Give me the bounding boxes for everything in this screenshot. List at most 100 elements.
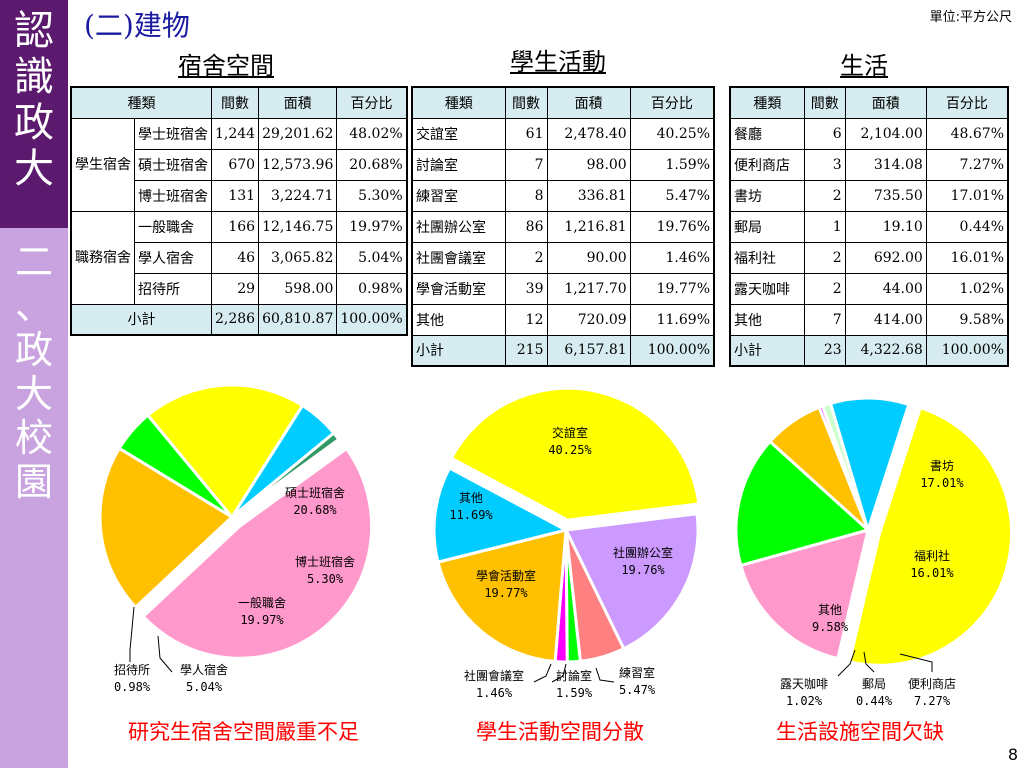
sidebar-char: 大: [14, 372, 53, 416]
cell: 學士班宿舍: [134, 117, 212, 150]
table-row: 餐廳 6 2,104.00 48.67%: [729, 117, 1009, 150]
pie-slice: [449, 386, 701, 522]
slice-label: 交誼室: [552, 425, 588, 440]
cell: 小計: [70, 303, 212, 336]
life-title: 生活: [840, 52, 888, 80]
leader-line: [863, 651, 875, 673]
cell: 2,286: [210, 303, 260, 336]
slice-value: 0.98%: [114, 680, 151, 694]
cell: 1.46%: [629, 241, 715, 274]
sidebar-char: 識: [14, 54, 54, 100]
table-row: 便利商店 3 314.08 7.27%: [729, 148, 1009, 181]
dorm-conclusion: 研究生宿舍空間嚴重不足: [128, 720, 359, 744]
cell: 9.58%: [925, 303, 1009, 336]
col-header: 百分比: [925, 86, 1009, 119]
leader-line: [157, 635, 173, 673]
cell: 29,201.62: [258, 117, 338, 150]
cell: 19.76%: [629, 210, 715, 243]
col-header: 間數: [803, 86, 846, 119]
cell: 4,322.68: [844, 334, 927, 367]
slice-value: 16.01%: [910, 566, 954, 580]
col-header: 種類: [411, 86, 506, 119]
col-header: 百分比: [336, 86, 408, 119]
slice-label: 露天咖啡: [780, 676, 828, 691]
slice-label: 其他: [818, 603, 842, 617]
sidebar-bottom-panel: [0, 228, 68, 768]
sidebar-title: 認 識 政 大: [0, 8, 68, 192]
cell: 7: [803, 303, 846, 336]
pie-slice: [432, 466, 571, 564]
cell: 20.68%: [336, 148, 408, 181]
pie-slice: [231, 430, 341, 519]
cell: 2,104.00: [844, 117, 927, 150]
table-row: 其他 12 720.09 11.69%: [411, 303, 715, 336]
cell: 1.02%: [925, 272, 1009, 305]
sidebar-char: 園: [14, 460, 53, 504]
slice-value: 40.25%: [548, 443, 592, 457]
cell: 郵局: [729, 210, 805, 243]
cell: 48.02%: [336, 117, 408, 150]
slice-label: 碩士班宿舍: [285, 485, 345, 500]
sidebar-char: 政: [14, 100, 54, 146]
leader-line: [533, 663, 552, 683]
slice-value: 5.30%: [307, 572, 344, 586]
cell: 598.00: [258, 272, 338, 305]
col-header: 面積: [546, 86, 631, 119]
slice-label: 社團辦公室: [613, 545, 673, 560]
col-header: 種類: [729, 86, 805, 119]
pie-slice: [738, 527, 871, 661]
slice-label: 書坊: [930, 458, 954, 473]
sidebar-char: 政: [14, 328, 53, 372]
cell: 書坊: [729, 179, 805, 212]
slice-label: 福利社: [914, 548, 950, 563]
dorm-title: 宿舍空間: [178, 52, 274, 80]
table-row: 露天咖啡 2 44.00 1.02%: [729, 272, 1009, 305]
cell: 19.77%: [629, 272, 715, 305]
leader-line: [837, 649, 856, 677]
table-row: 碩士班宿舍 670 12,573.96 20.68%: [71, 148, 408, 181]
cell: 2: [803, 179, 846, 212]
table-row: 討論室 7 98.00 1.59%: [411, 148, 715, 181]
slice-value: 1.46%: [476, 686, 513, 700]
total-row: 小計 2,286 60,810.87 100.00%: [70, 303, 408, 336]
leader-line: [551, 663, 567, 683]
cell: 166: [210, 210, 260, 243]
cell: 735.50: [844, 179, 927, 212]
activity-table: 種類 間數 面積 百分比 交誼室 61 2,478.40 40.25% 討論室 7 98.0…: [411, 86, 715, 367]
leader-line: [129, 606, 135, 662]
slice-label: 學會活動室: [476, 568, 536, 583]
slice-value: 9.58%: [812, 620, 849, 634]
cell: 29: [210, 272, 260, 305]
cell: 6,157.81: [546, 334, 631, 367]
cell: 露天咖啡: [729, 272, 805, 305]
life-conclusion: 生活設施空間欠缺: [776, 720, 944, 744]
cell: 44.00: [844, 272, 927, 305]
cell: 16.01%: [925, 241, 1009, 274]
pie-slice: [847, 405, 1014, 667]
cell: 60,810.87: [258, 303, 338, 336]
slice-value: 1.59%: [556, 686, 593, 700]
col-header: 面積: [844, 86, 927, 119]
cell: 23: [803, 334, 846, 367]
cell: 19.97%: [336, 210, 408, 243]
table-row: 其他 7 414.00 9.58%: [729, 303, 1009, 336]
pie-slice: [734, 439, 872, 568]
slice-label: 一般職舍: [238, 595, 286, 610]
col-header: 百分比: [629, 86, 715, 119]
cell: 小計: [729, 334, 805, 367]
cell: 100.00%: [336, 303, 408, 336]
cell: 0.44%: [925, 210, 1009, 243]
cell: 一般職舍: [134, 210, 212, 243]
cell: 39: [504, 272, 548, 305]
cell: 98.00: [546, 148, 631, 181]
cell: 學人宿舍: [134, 241, 212, 274]
cell: 692.00: [844, 241, 927, 274]
sidebar-subtitle: 二 、 政 大 校 園: [0, 240, 68, 504]
total-row: 小計 23 4,322.68 100.00%: [729, 334, 1009, 367]
sidebar-char: 、: [14, 284, 53, 328]
slice-label: 博士班宿舍: [295, 554, 355, 569]
dorm-table: 種類 間數 面積 百分比 學生宿舍 學士班宿舍 1,244 29,201.62 …: [70, 86, 408, 336]
slice-value: 17.01%: [920, 476, 964, 490]
table-row: 郵局 1 19.10 0.44%: [729, 210, 1009, 243]
pie-slice: [828, 396, 911, 536]
